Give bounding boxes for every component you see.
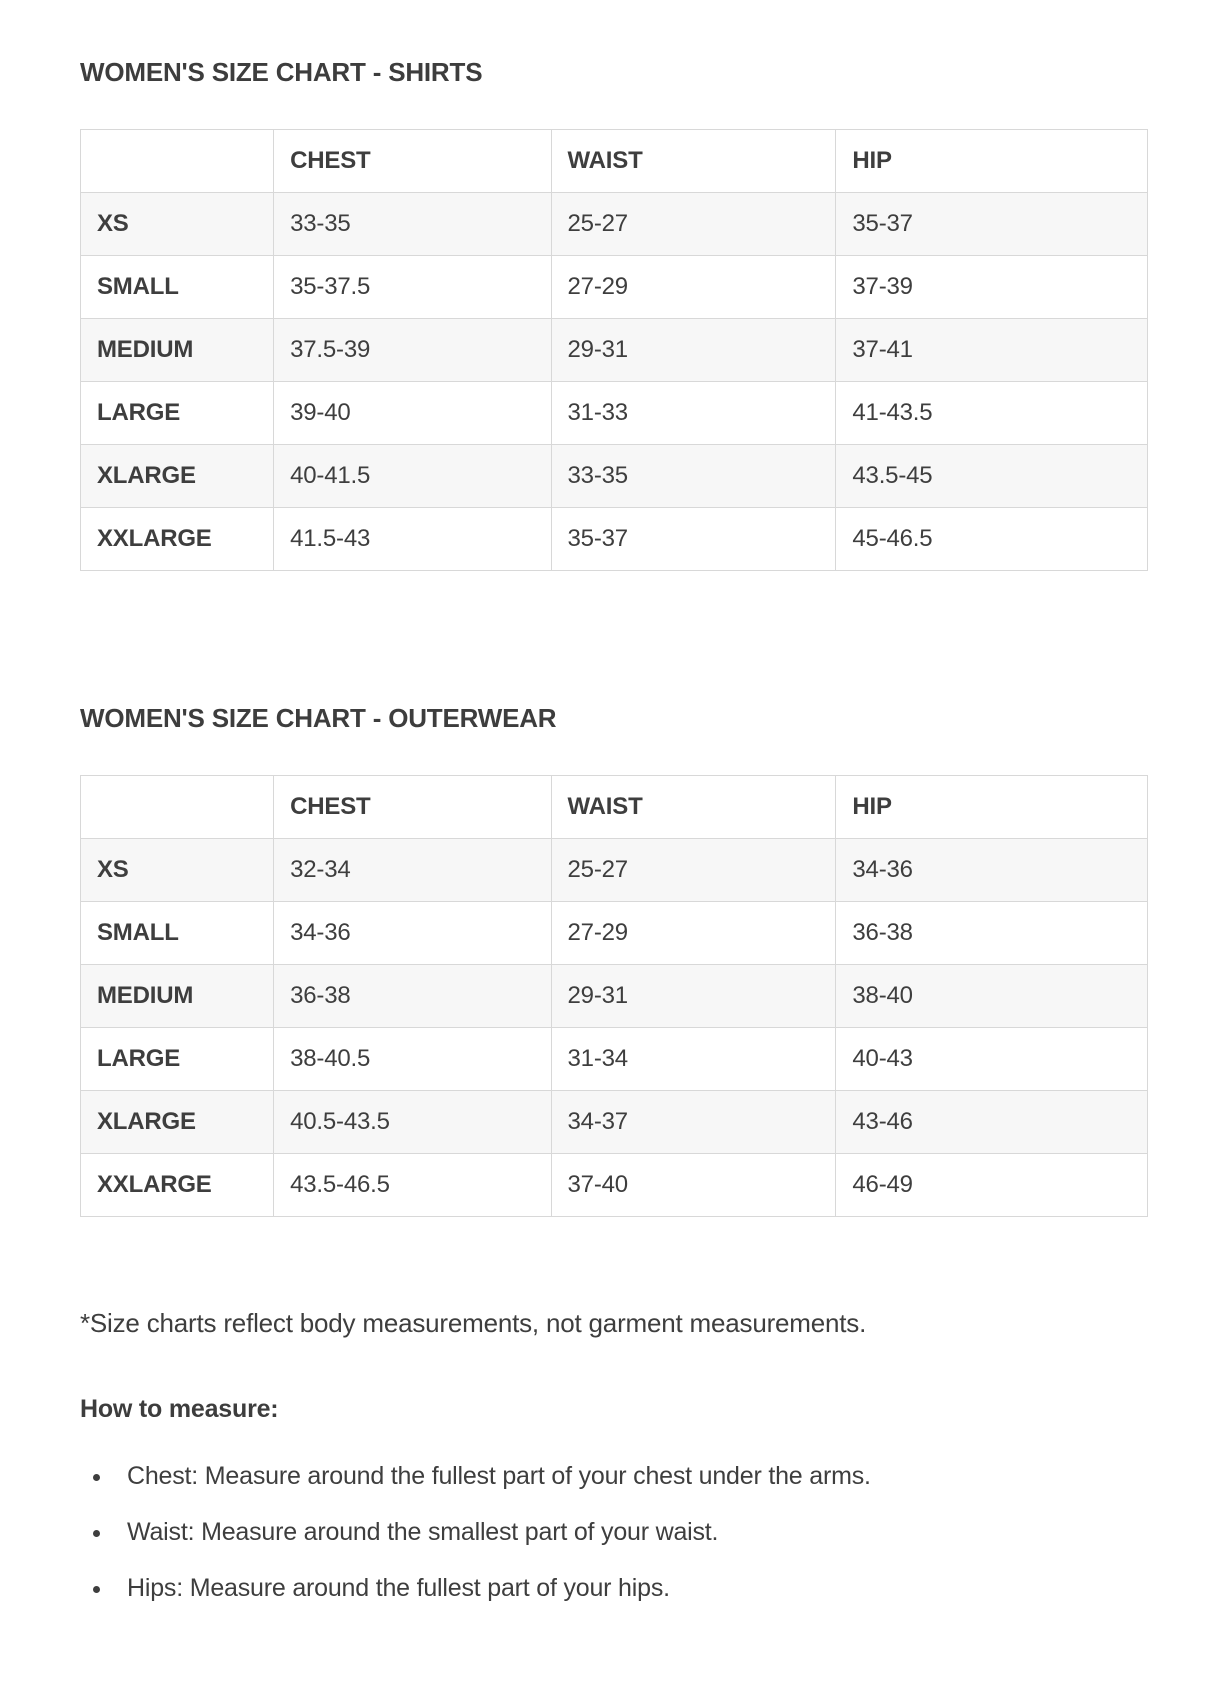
measurement-cell: 41-43.5: [835, 381, 1148, 445]
size-chart-document: WOMEN'S SIZE CHART - SHIRTS CHEST WAIST …: [79, 57, 1148, 1604]
measurement-cell: 41.5-43: [273, 507, 552, 571]
header-row: CHEST WAIST HIP: [79, 775, 1148, 839]
header-cell-chest: CHEST: [273, 775, 552, 839]
header-row: CHEST WAIST HIP: [79, 129, 1148, 193]
table-row: XS 32-34 25-27 34-36: [79, 838, 1148, 902]
table-row: SMALL 35-37.5 27-29 37-39: [79, 255, 1148, 319]
shirts-section-title: WOMEN'S SIZE CHART - SHIRTS: [80, 57, 483, 87]
measure-instructions-list: Chest: Measure around the fullest part o…: [80, 1461, 1148, 1604]
row-label: SMALL: [79, 901, 275, 965]
measurement-cell: 35-37: [550, 507, 837, 571]
measurement-cell: 43-46: [835, 1090, 1148, 1154]
measurement-cell: 38-40.5: [273, 1027, 552, 1091]
header-cell-hip: HIP: [835, 129, 1148, 193]
measurement-cell: 46-49: [835, 1153, 1148, 1217]
measurement-cell: 29-31: [550, 318, 837, 382]
measurement-cell: 43.5-46.5: [273, 1153, 552, 1217]
row-label: XLARGE: [79, 1090, 275, 1154]
table-row: MEDIUM 36-38 29-31 38-40: [79, 964, 1148, 1028]
size-chart-note: *Size charts reflect body measurements, …: [80, 1308, 867, 1338]
table-row: XXLARGE 41.5-43 35-37 45-46.5: [79, 507, 1148, 571]
measurement-cell: 33-35: [550, 444, 837, 508]
measurement-cell: 40-41.5: [273, 444, 552, 508]
header-cell-chest: CHEST: [273, 129, 552, 193]
measurement-cell: 31-34: [550, 1027, 837, 1091]
measurement-cell: 27-29: [550, 255, 837, 319]
outerwear-section-title: WOMEN'S SIZE CHART - OUTERWEAR: [80, 703, 557, 733]
shirts-size-chart-section: WOMEN'S SIZE CHART - SHIRTS CHEST WAIST …: [79, 57, 1148, 571]
table-row: MEDIUM 37.5-39 29-31 37-41: [79, 318, 1148, 382]
measurement-cell: 40.5-43.5: [273, 1090, 552, 1154]
measurement-cell: 37-41: [835, 318, 1148, 382]
row-label: XLARGE: [79, 444, 275, 508]
outerwear-size-table: CHEST WAIST HIP XS 32-34 25-27 34-36 SMA…: [79, 775, 1148, 1217]
measurement-cell: 34-37: [550, 1090, 837, 1154]
list-item-hips: Hips: Measure around the fullest part of…: [114, 1573, 1148, 1604]
table-row: XLARGE 40.5-43.5 34-37 43-46: [79, 1090, 1148, 1154]
measurement-cell: 25-27: [550, 838, 837, 902]
header-cell-waist: WAIST: [550, 129, 837, 193]
measurement-cell: 37-40: [550, 1153, 837, 1217]
header-cell-waist: WAIST: [550, 775, 837, 839]
measurement-cell: 27-29: [550, 901, 837, 965]
measurement-cell: 45-46.5: [835, 507, 1148, 571]
measurement-cell: 37-39: [835, 255, 1148, 319]
measurement-cell: 36-38: [835, 901, 1148, 965]
measurement-cell: 36-38: [273, 964, 552, 1028]
row-label: MEDIUM: [79, 964, 275, 1028]
measurement-cell: 35-37.5: [273, 255, 552, 319]
measurement-cell: 37.5-39: [273, 318, 552, 382]
measurement-cell: 29-31: [550, 964, 837, 1028]
table-row: LARGE 38-40.5 31-34 40-43: [79, 1027, 1148, 1091]
row-label: SMALL: [79, 255, 275, 319]
measurement-cell: 34-36: [273, 901, 552, 965]
table-row: XXLARGE 43.5-46.5 37-40 46-49: [79, 1153, 1148, 1217]
header-cell-empty: [79, 129, 275, 193]
measurement-cell: 40-43: [835, 1027, 1148, 1091]
table-row: LARGE 39-40 31-33 41-43.5: [79, 381, 1148, 445]
row-label: LARGE: [79, 1027, 275, 1091]
measurement-cell: 34-36: [835, 838, 1148, 902]
table-row: SMALL 34-36 27-29 36-38: [79, 901, 1148, 965]
header-cell-hip: HIP: [835, 775, 1148, 839]
measurement-cell: 39-40: [273, 381, 552, 445]
shirts-size-table: CHEST WAIST HIP XS 33-35 25-27 35-37 SMA…: [79, 129, 1148, 571]
row-label: XS: [79, 838, 275, 902]
list-item-chest: Chest: Measure around the fullest part o…: [114, 1461, 1148, 1492]
table-row: XS 33-35 25-27 35-37: [79, 192, 1148, 256]
row-label: XS: [79, 192, 275, 256]
measurement-cell: 33-35: [273, 192, 552, 256]
row-label: XXLARGE: [79, 1153, 275, 1217]
how-to-measure-heading: How to measure:: [80, 1395, 279, 1423]
measurement-cell: 31-33: [550, 381, 837, 445]
header-cell-empty: [79, 775, 275, 839]
measurement-cell: 25-27: [550, 192, 837, 256]
measurement-cell: 38-40: [835, 964, 1148, 1028]
row-label: XXLARGE: [79, 507, 275, 571]
table-row: XLARGE 40-41.5 33-35 43.5-45: [79, 444, 1148, 508]
measurement-cell: 32-34: [273, 838, 552, 902]
measurement-cell: 35-37: [835, 192, 1148, 256]
row-label: LARGE: [79, 381, 275, 445]
row-label: MEDIUM: [79, 318, 275, 382]
measurement-cell: 43.5-45: [835, 444, 1148, 508]
outerwear-size-chart-section: WOMEN'S SIZE CHART - OUTERWEAR CHEST WAI…: [79, 703, 1148, 1217]
list-item-waist: Waist: Measure around the smallest part …: [114, 1517, 1148, 1548]
